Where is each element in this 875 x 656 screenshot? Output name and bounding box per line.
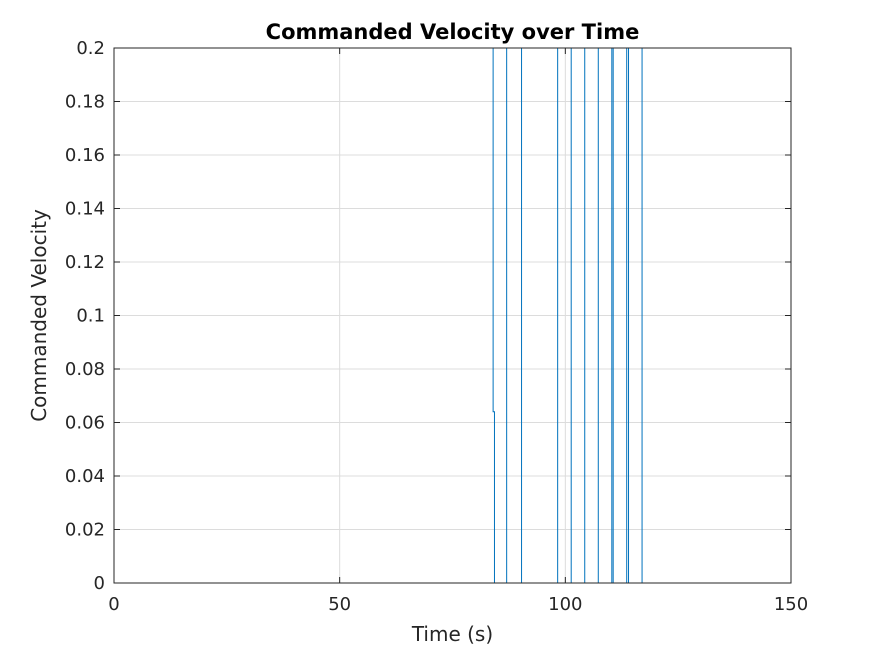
x-tick-label: 50 (328, 594, 351, 615)
y-tick-label: 0.16 (65, 145, 105, 166)
y-tick-label: 0.18 (65, 92, 105, 113)
y-tick-label: 0.12 (65, 252, 105, 273)
y-tick-label: 0.04 (65, 466, 105, 487)
y-tick-label: 0.08 (65, 359, 105, 380)
y-tick-label: 0.02 (65, 520, 105, 541)
y-tick-label: 0.2 (76, 38, 105, 59)
x-axis-label: Time (s) (411, 622, 493, 646)
y-tick-label: 0.14 (65, 199, 105, 220)
y-tick-label: 0 (94, 573, 105, 594)
y-tick-label: 0.06 (65, 413, 105, 434)
x-tick-label: 0 (108, 594, 119, 615)
chart-title: Commanded Velocity over Time (266, 20, 640, 44)
axis-ticks (113, 47, 792, 584)
y-tick-label: 0.1 (76, 306, 105, 327)
x-tick-label: 100 (548, 594, 582, 615)
x-tick-label: 150 (774, 594, 808, 615)
y-axis-label: Commanded Velocity (27, 209, 51, 422)
